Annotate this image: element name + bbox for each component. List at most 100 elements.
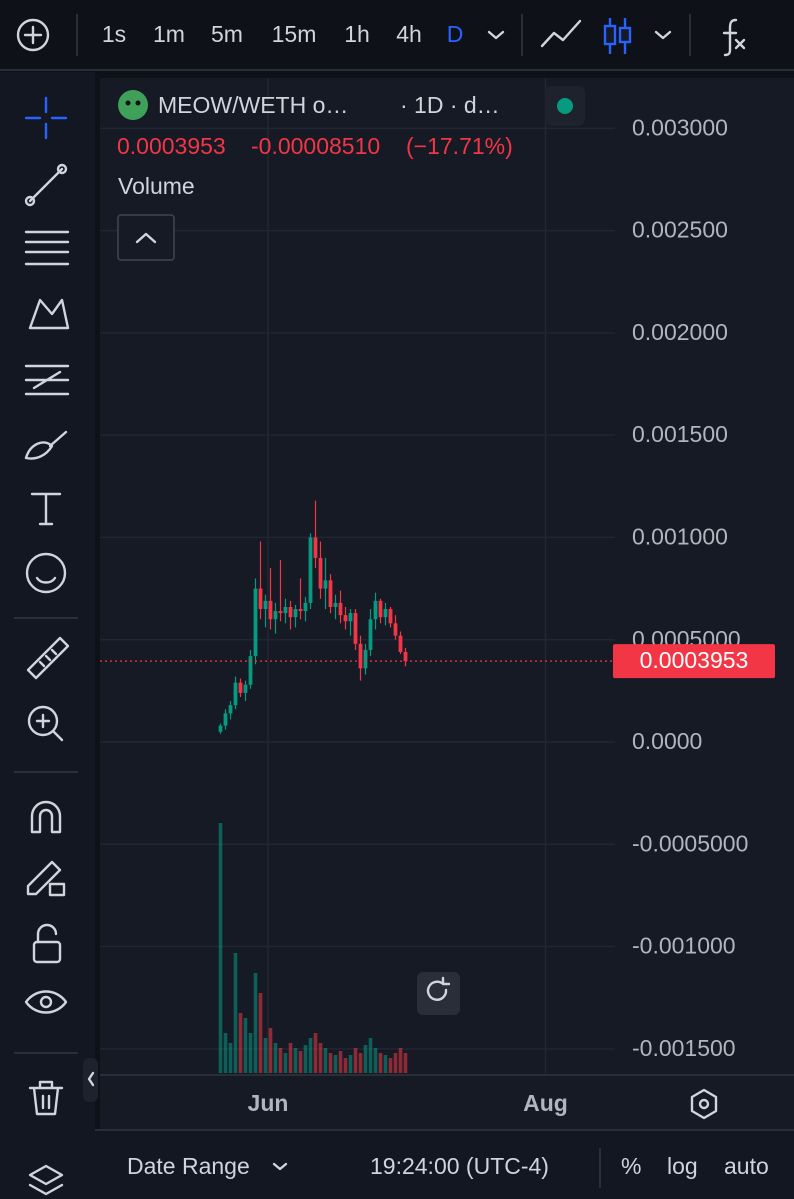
chart-type-menu[interactable] bbox=[654, 30, 672, 40]
lock-tool[interactable] bbox=[32, 940, 62, 964]
tool-handle bbox=[56, 163, 68, 175]
volume-bar bbox=[368, 1038, 373, 1073]
candle-body bbox=[218, 725, 223, 732]
volume-bar bbox=[298, 1051, 303, 1073]
candle-body bbox=[343, 615, 348, 622]
candle-body bbox=[253, 588, 258, 657]
zoom-glass bbox=[35, 713, 64, 742]
candle-body bbox=[278, 611, 283, 614]
interval-button[interactable]: D bbox=[447, 21, 464, 47]
candle-body bbox=[358, 643, 363, 669]
candle-body bbox=[273, 611, 278, 620]
layers-tool[interactable] bbox=[28, 1164, 64, 1196]
candle-body bbox=[393, 623, 398, 636]
interval-button[interactable]: 4h bbox=[396, 21, 422, 47]
volume-bar bbox=[313, 1033, 318, 1073]
auto-toggle[interactable]: auto bbox=[724, 1153, 769, 1179]
date-range-menu[interactable] bbox=[272, 1162, 288, 1171]
collapse-legend[interactable] bbox=[117, 214, 175, 261]
volume-bar bbox=[398, 1048, 403, 1073]
candle-body bbox=[268, 600, 273, 620]
y-tick-label: -0.0005000 bbox=[632, 830, 748, 856]
chart-area bbox=[100, 78, 794, 1130]
indicators-button[interactable] bbox=[722, 18, 746, 57]
grid: 0.003000 0.002500 0.002000 0.001500 0.001000… bbox=[100, 78, 748, 1116]
emoji-smile bbox=[35, 576, 57, 584]
magnet-tool[interactable] bbox=[30, 800, 62, 834]
text-tool[interactable] bbox=[30, 492, 62, 526]
y-tick-label: 0.002000 bbox=[632, 319, 728, 345]
brush-tool[interactable] bbox=[24, 430, 68, 460]
volume-bar bbox=[393, 1053, 398, 1073]
timezone[interactable]: 19:24:00 (UTC-4) bbox=[370, 1153, 549, 1179]
collapse-arrow bbox=[87, 1071, 95, 1087]
bottom-bar bbox=[95, 1131, 794, 1199]
interval-button[interactable]: 15m bbox=[272, 21, 317, 47]
settings-button[interactable] bbox=[690, 1088, 718, 1120]
left-toolbar bbox=[0, 72, 95, 1199]
volume-bar bbox=[273, 1043, 278, 1073]
avatar-eye bbox=[135, 100, 141, 106]
interval-button[interactable]: 1m bbox=[153, 21, 185, 47]
last-price: 0.0003953 bbox=[117, 133, 226, 159]
date-range[interactable]: Date Range bbox=[127, 1153, 250, 1179]
add-button[interactable] bbox=[16, 18, 50, 52]
volume-bar bbox=[218, 823, 223, 1073]
candle-body bbox=[323, 580, 328, 589]
emoji-tool[interactable] bbox=[25, 552, 67, 594]
candle-body bbox=[398, 635, 403, 652]
volume-bar bbox=[288, 1043, 293, 1073]
delete-tool[interactable] bbox=[28, 1080, 64, 1116]
symbol[interactable]: MEOW/WETH o… bbox=[158, 92, 348, 118]
crosshair-tool[interactable] bbox=[24, 96, 68, 140]
volume-label: Volume bbox=[118, 173, 195, 199]
interval-menu[interactable] bbox=[487, 30, 505, 40]
reset-chart[interactable] bbox=[417, 972, 460, 1015]
volume-bar bbox=[238, 1013, 243, 1073]
volume-bar bbox=[308, 1038, 313, 1073]
interval-button[interactable]: 1h bbox=[344, 21, 370, 47]
volume-bar bbox=[363, 1045, 368, 1073]
volume-bar bbox=[263, 1038, 268, 1073]
trend-line-tool[interactable] bbox=[28, 167, 64, 203]
token-avatar bbox=[118, 90, 148, 120]
left-tools bbox=[14, 96, 78, 1196]
lock-drawings[interactable] bbox=[26, 860, 62, 896]
candle-body bbox=[378, 600, 383, 618]
candle-body bbox=[313, 537, 318, 558]
volume-bar bbox=[403, 1053, 408, 1073]
volume-bar bbox=[348, 1055, 353, 1073]
pattern-tool[interactable] bbox=[28, 298, 70, 330]
volume-bar bbox=[333, 1055, 338, 1073]
fib-tool[interactable] bbox=[24, 230, 70, 266]
interval: · 1D · d… bbox=[400, 92, 500, 118]
volume-bar bbox=[388, 1058, 393, 1073]
lock-shackle bbox=[36, 923, 58, 944]
projection-tool[interactable] bbox=[24, 364, 70, 396]
interval-button[interactable]: 1s bbox=[102, 21, 126, 47]
log-toggle[interactable]: log bbox=[667, 1153, 698, 1179]
percent-toggle[interactable]: % bbox=[621, 1153, 641, 1179]
visibility-tool[interactable] bbox=[24, 990, 68, 1014]
line-chart-icon[interactable] bbox=[540, 19, 582, 48]
candle-body bbox=[403, 651, 408, 662]
candle-body bbox=[333, 602, 338, 607]
ruler-tool[interactable] bbox=[26, 636, 70, 680]
candle-body bbox=[368, 619, 373, 650]
y-tick-label: 0.001000 bbox=[632, 524, 728, 550]
y-tick-label: -0.001500 bbox=[632, 1035, 736, 1061]
volume-bar bbox=[328, 1053, 333, 1073]
eye-pupil bbox=[39, 995, 53, 1009]
candle-chart-icon[interactable] bbox=[603, 18, 632, 54]
intervals: 1s 1m 5m 15m 1h 4h D bbox=[102, 21, 463, 47]
volume-bar bbox=[343, 1058, 348, 1073]
candle-body bbox=[248, 656, 253, 685]
y-tick-label: 0.003000 bbox=[632, 114, 728, 140]
candle-body bbox=[338, 602, 343, 616]
volume-bar bbox=[293, 1048, 298, 1073]
zoom-tool[interactable] bbox=[27, 705, 59, 737]
volume-bar bbox=[233, 953, 238, 1073]
interval-button[interactable]: 5m bbox=[211, 21, 243, 47]
volume-bar bbox=[338, 1051, 343, 1073]
